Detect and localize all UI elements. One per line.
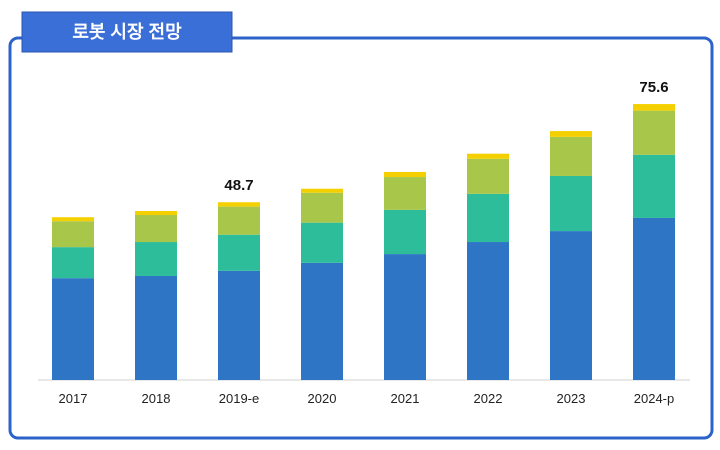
bar-segment — [301, 222, 343, 263]
bar-segment — [52, 217, 94, 222]
bar-segment — [550, 136, 592, 176]
x-tick-label: 2019-e — [219, 391, 259, 406]
bar-segment — [301, 188, 343, 193]
bar-segment — [135, 215, 177, 243]
bar-segment — [301, 262, 343, 380]
bar-segment — [550, 231, 592, 380]
bar-segment — [633, 217, 675, 380]
bar-segment — [52, 221, 94, 248]
bar-segment — [301, 192, 343, 223]
bar-segment — [550, 175, 592, 232]
x-tick-label: 2023 — [557, 391, 586, 406]
bar-segment — [218, 202, 260, 207]
bar-segment — [218, 234, 260, 271]
bar-segment — [384, 254, 426, 380]
x-tick-label: 2021 — [391, 391, 420, 406]
total-label: 75.6 — [639, 79, 668, 96]
bar-segment — [135, 242, 177, 276]
bar-segment — [467, 193, 509, 243]
bar-segment — [52, 247, 94, 279]
bar-segment — [218, 270, 260, 380]
x-tick-label: 2022 — [474, 391, 503, 406]
bar-segment — [467, 242, 509, 380]
bar-segment — [52, 278, 94, 380]
bar-segment — [384, 171, 426, 178]
total-label: 48.7 — [224, 177, 253, 194]
x-tick-label: 2017 — [59, 391, 88, 406]
bar-segment — [633, 154, 675, 218]
bar-segment — [384, 177, 426, 210]
x-tick-label: 2020 — [308, 391, 337, 406]
x-tick-label: 2024-p — [634, 391, 674, 406]
bar-segment — [467, 158, 509, 194]
bar-segment — [633, 110, 675, 155]
bar-segment — [633, 104, 675, 111]
bar-segment — [467, 153, 509, 159]
x-tick-label: 2018 — [142, 391, 171, 406]
chart-title: 로봇 시장 전망 — [72, 22, 182, 42]
bar-segment — [384, 209, 426, 255]
title-box — [21, 11, 233, 53]
bar-segment — [135, 211, 177, 216]
bar-segment — [218, 206, 260, 235]
bar-segment — [550, 131, 592, 137]
bar-segment — [135, 275, 177, 380]
chart-frame — [8, 36, 714, 440]
